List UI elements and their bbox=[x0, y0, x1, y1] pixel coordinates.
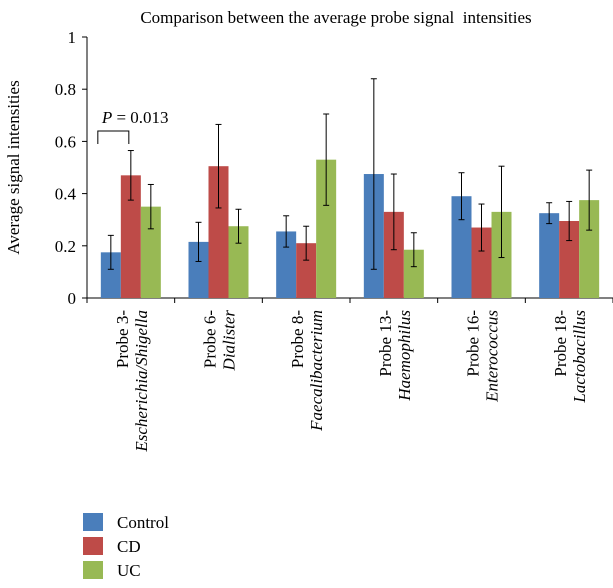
legend-swatch-cd bbox=[83, 537, 103, 555]
category-label-line2: Haemophilus bbox=[395, 310, 414, 402]
bar-control-2 bbox=[188, 241, 209, 298]
bar-cd-1 bbox=[120, 175, 141, 298]
bar-control-6 bbox=[539, 213, 560, 298]
y-tick-label: 1 bbox=[68, 28, 77, 47]
bar-uc-1 bbox=[140, 206, 161, 298]
y-tick-label: 0.8 bbox=[55, 80, 76, 99]
bar-uc-3 bbox=[316, 159, 337, 298]
bar-control-3 bbox=[276, 231, 297, 298]
legend-swatch-uc bbox=[83, 561, 103, 579]
bar-cd-3 bbox=[296, 243, 317, 298]
axes bbox=[86, 37, 613, 303]
bar-uc-4 bbox=[403, 249, 424, 298]
p-value: = 0.013 bbox=[112, 108, 168, 127]
category-label-line1: Probe 16- bbox=[464, 310, 483, 377]
bar-cd-2 bbox=[208, 166, 229, 298]
category-label-line2: Enterococcus bbox=[483, 310, 502, 403]
y-tick-label: 0.6 bbox=[55, 132, 76, 151]
category-label-line2: Escherichia/Shigella bbox=[132, 310, 151, 453]
y-tick-label: 0.2 bbox=[55, 237, 76, 256]
y-axis-label: Average signal intensities bbox=[4, 80, 23, 254]
legend-label-control: Control bbox=[117, 513, 169, 532]
category-label-line1: Probe 18- bbox=[551, 310, 570, 377]
p-value-annotation: P = 0.013 bbox=[97, 108, 169, 144]
y-ticks: 0 0.2 0.4 0.6 0.8 1 bbox=[55, 28, 87, 308]
bars bbox=[100, 159, 600, 298]
bar-uc-6 bbox=[579, 200, 600, 298]
x-category-labels: Probe 3- Escherichia/Shigella Probe 6- Dial… bbox=[113, 310, 589, 453]
legend: Control CD UC bbox=[83, 513, 169, 580]
legend-label-uc: UC bbox=[117, 561, 141, 580]
significance-bracket bbox=[97, 130, 130, 144]
legend-swatch-control bbox=[83, 513, 103, 531]
chart-title: Comparison between the average probe sig… bbox=[140, 8, 531, 27]
category-label-line1: Probe 13- bbox=[376, 310, 395, 377]
bar-control-1 bbox=[100, 252, 121, 298]
bar-uc-2 bbox=[228, 226, 249, 298]
category-label-line2: Faecalibacterium bbox=[307, 310, 326, 432]
legend-label-cd: CD bbox=[117, 537, 141, 556]
bar-control-5 bbox=[451, 196, 472, 298]
y-tick-label: 0.4 bbox=[55, 185, 77, 204]
error-bars bbox=[107, 78, 593, 270]
p-value-label: P = 0.013 bbox=[101, 108, 169, 127]
category-label-line1: Probe 3- bbox=[113, 310, 132, 368]
bar-cd-4 bbox=[383, 211, 404, 298]
category-label-line2: Dialister bbox=[220, 310, 239, 372]
bar-cd-5 bbox=[471, 227, 492, 298]
category-label-line2: Lactobacillus bbox=[570, 310, 589, 404]
bar-cd-6 bbox=[559, 221, 580, 298]
y-tick-label: 0 bbox=[68, 289, 77, 308]
category-label-line1: Probe 6- bbox=[201, 310, 220, 368]
p-symbol: P bbox=[101, 108, 112, 127]
category-label-line1: Probe 8- bbox=[288, 310, 307, 368]
